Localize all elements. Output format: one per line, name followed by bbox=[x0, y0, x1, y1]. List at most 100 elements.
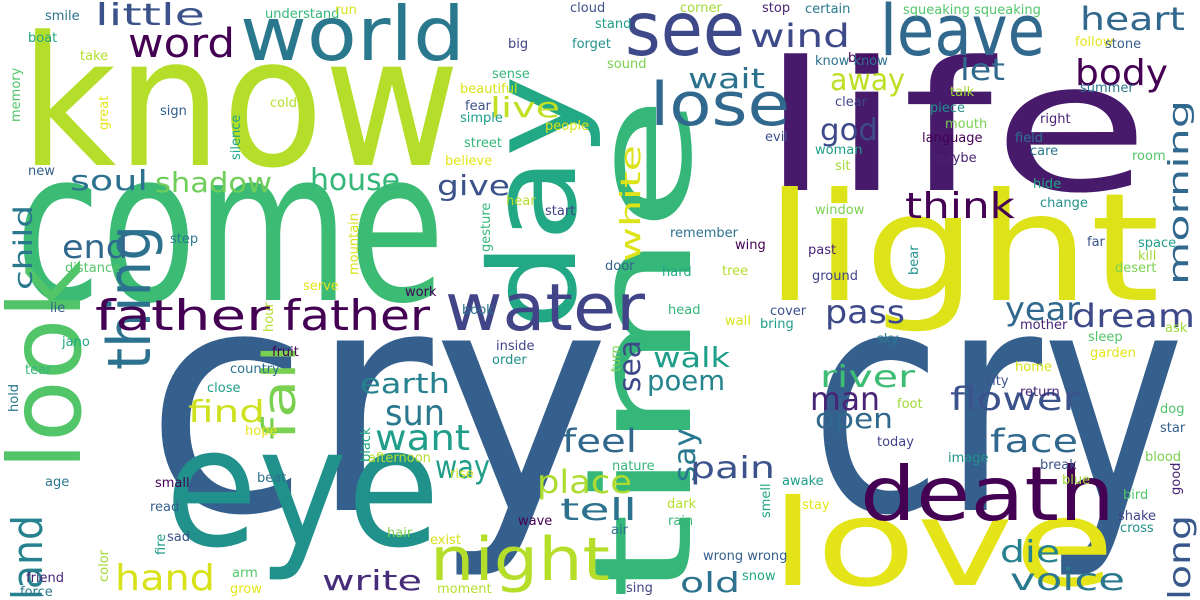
word: return bbox=[1020, 385, 1060, 400]
word: care bbox=[1030, 144, 1058, 159]
word: dog bbox=[1160, 402, 1184, 417]
word: say bbox=[668, 428, 703, 482]
word: people bbox=[545, 119, 589, 134]
word: sea bbox=[613, 340, 648, 392]
word: afternoon bbox=[368, 451, 431, 466]
word: mountain bbox=[347, 213, 362, 275]
word: poem bbox=[647, 364, 725, 397]
word: love bbox=[770, 475, 1115, 600]
word: feel bbox=[562, 422, 637, 460]
word: hide bbox=[1033, 177, 1061, 192]
word: grow bbox=[230, 582, 262, 597]
word: awake bbox=[782, 474, 824, 489]
word: find bbox=[188, 395, 265, 430]
word: write bbox=[322, 564, 422, 597]
word: boat bbox=[28, 31, 57, 46]
word: day bbox=[465, 75, 604, 330]
word: silence bbox=[229, 115, 244, 160]
word: walk bbox=[653, 341, 731, 374]
word: start bbox=[545, 204, 575, 219]
word: father bbox=[95, 291, 271, 340]
word: past bbox=[808, 243, 836, 258]
word: dream bbox=[1072, 297, 1195, 335]
word: fall bbox=[253, 345, 306, 440]
word: hold bbox=[7, 384, 22, 412]
word: wind bbox=[750, 17, 850, 55]
word: sky bbox=[877, 332, 899, 347]
word: foot bbox=[897, 397, 923, 412]
word: home bbox=[1015, 360, 1052, 375]
word: hard bbox=[662, 265, 692, 280]
word: father bbox=[283, 291, 431, 340]
word: ground bbox=[812, 269, 858, 284]
word: away bbox=[830, 63, 905, 98]
word: fire bbox=[154, 534, 169, 555]
word: woman bbox=[815, 143, 862, 158]
word: cross bbox=[1120, 521, 1154, 536]
word: shadow bbox=[155, 166, 272, 199]
word: believe bbox=[445, 154, 492, 169]
word: morning bbox=[1162, 100, 1195, 285]
word: good bbox=[1169, 463, 1184, 495]
word: stand bbox=[595, 17, 631, 32]
word: lie bbox=[50, 301, 65, 316]
word: city bbox=[985, 374, 1009, 389]
word: small bbox=[155, 476, 190, 491]
word: beautiful bbox=[460, 82, 518, 97]
word: wave bbox=[518, 514, 552, 529]
word: year bbox=[1005, 290, 1081, 328]
word: think bbox=[905, 186, 1015, 227]
word: close bbox=[207, 381, 240, 396]
word: turn bbox=[609, 345, 624, 372]
word: desert bbox=[1115, 261, 1156, 276]
word: jano bbox=[61, 335, 90, 350]
word: sense bbox=[492, 67, 530, 82]
word: friend bbox=[26, 571, 64, 586]
word: cloud bbox=[570, 1, 605, 16]
word: snow bbox=[742, 569, 776, 584]
word: long bbox=[1163, 515, 1198, 600]
word: god bbox=[820, 113, 878, 148]
word: garden bbox=[1090, 346, 1136, 361]
word: evil bbox=[765, 130, 788, 145]
word: beat bbox=[257, 471, 286, 486]
word: want bbox=[375, 418, 470, 459]
word: take bbox=[80, 49, 108, 64]
word: body bbox=[1075, 53, 1168, 94]
word: dark bbox=[667, 497, 697, 512]
word: color bbox=[97, 549, 112, 582]
word: air bbox=[611, 523, 629, 538]
word: nature bbox=[612, 459, 655, 474]
word: flower bbox=[950, 380, 1081, 418]
word: fruit bbox=[272, 345, 299, 360]
word: memory bbox=[9, 67, 24, 122]
word: hour bbox=[262, 302, 277, 332]
word: wing bbox=[735, 238, 766, 253]
word: maybe bbox=[932, 151, 977, 166]
word: way bbox=[435, 448, 490, 486]
word: sit bbox=[835, 159, 850, 174]
word: place bbox=[537, 463, 632, 501]
word: cold bbox=[270, 96, 297, 111]
word: let bbox=[960, 53, 1005, 88]
word: kill bbox=[1138, 249, 1156, 264]
word: piece bbox=[930, 101, 965, 116]
word: blue bbox=[1062, 473, 1090, 488]
word: heart bbox=[1080, 0, 1185, 38]
word: blood bbox=[1145, 450, 1181, 465]
word: squeaking squeaking bbox=[903, 3, 1041, 18]
word: language bbox=[922, 131, 983, 146]
word: see bbox=[625, 0, 745, 73]
word: sing bbox=[626, 581, 653, 596]
word: work bbox=[405, 285, 437, 300]
word: street bbox=[464, 136, 502, 151]
word: hear bbox=[506, 194, 536, 209]
word: clear bbox=[835, 95, 868, 110]
word: wrong wrong bbox=[703, 549, 787, 564]
word: right bbox=[1040, 112, 1071, 127]
word: inside bbox=[496, 339, 535, 354]
word: country bbox=[230, 362, 280, 377]
word: wait bbox=[688, 62, 765, 95]
